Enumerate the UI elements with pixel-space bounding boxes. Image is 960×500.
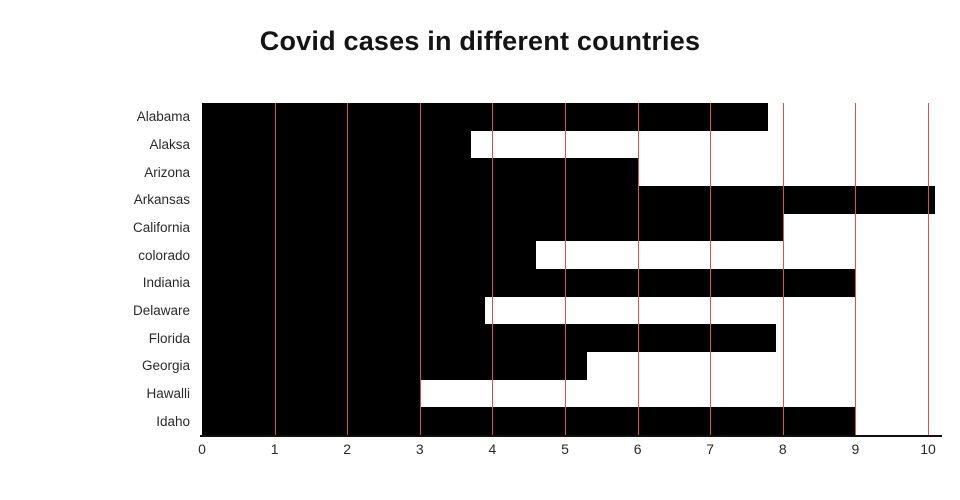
y-axis-label: Idaho	[156, 413, 190, 429]
gridline	[347, 103, 349, 435]
bar-alaksa	[202, 130, 471, 159]
y-axis-labels: Alabama Alaksa Arizona Arkansas California co…	[0, 103, 196, 435]
bar-row	[202, 130, 942, 159]
y-axis-label: Alaksa	[149, 136, 190, 152]
gridline	[637, 103, 639, 435]
x-axis-tick-label: 2	[343, 441, 352, 457]
x-axis-tick-label: 4	[488, 441, 497, 457]
bar-georgia	[202, 352, 587, 380]
bar-row	[202, 186, 942, 214]
y-axis-label: Hawalli	[146, 385, 190, 401]
x-axis-tick-label: 5	[561, 441, 569, 457]
bar-idaho	[202, 407, 856, 435]
x-axis-tick-label: 3	[415, 441, 424, 457]
gridline	[565, 103, 566, 435]
x-axis-tick-label: 6	[633, 441, 642, 457]
bar-colorado	[202, 241, 536, 269]
chart-title: Covid cases in different countries	[259, 26, 701, 56]
x-axis-tick-label: 10	[920, 441, 936, 457]
gridline	[782, 103, 784, 435]
gridline	[492, 103, 494, 435]
gridline	[855, 103, 857, 435]
gridline	[928, 103, 929, 435]
bar-row	[202, 158, 942, 186]
bar-row	[202, 269, 942, 297]
bar-hawalli	[202, 379, 420, 408]
bar-row	[202, 352, 942, 380]
bar-row	[202, 241, 942, 269]
bar-arkansas	[202, 186, 936, 214]
y-axis-label: Indiania	[142, 275, 190, 291]
y-axis-label: colorado	[138, 247, 190, 263]
bars-container	[202, 103, 942, 435]
y-axis-label: Alabama	[136, 109, 190, 125]
bar-row	[202, 296, 942, 325]
gridline	[274, 103, 276, 435]
x-axis-tick-label: 8	[778, 441, 787, 457]
plot-area	[202, 103, 942, 435]
x-axis-tick-label: 9	[851, 441, 860, 457]
gridline	[710, 103, 712, 435]
bar-indiania	[202, 269, 856, 297]
x-axis-tick-label: 7	[706, 441, 715, 457]
gridline	[419, 103, 421, 435]
bar-row	[202, 324, 942, 352]
y-axis-label: Arizona	[144, 164, 190, 180]
bar-row	[202, 103, 942, 131]
y-axis-label: Georgia	[141, 358, 190, 374]
bar-alabama	[202, 103, 769, 131]
bar-row	[202, 407, 942, 435]
x-axis-line	[200, 435, 942, 437]
bar-florida	[202, 324, 776, 352]
bar-delaware	[202, 296, 486, 325]
y-axis-label: Florida	[148, 330, 190, 346]
x-axis-tick-label: 1	[270, 441, 279, 457]
y-axis-label: California	[132, 219, 190, 235]
y-axis-label: Arkansas	[133, 192, 190, 208]
bar-row	[202, 213, 942, 242]
y-axis-label: Delaware	[132, 302, 190, 318]
x-axis-tick-labels: 0 1 2 3 4 5 6 7 8 9 10	[198, 441, 942, 461]
bar-row	[202, 379, 942, 408]
x-axis-tick-label: 0	[198, 441, 206, 457]
